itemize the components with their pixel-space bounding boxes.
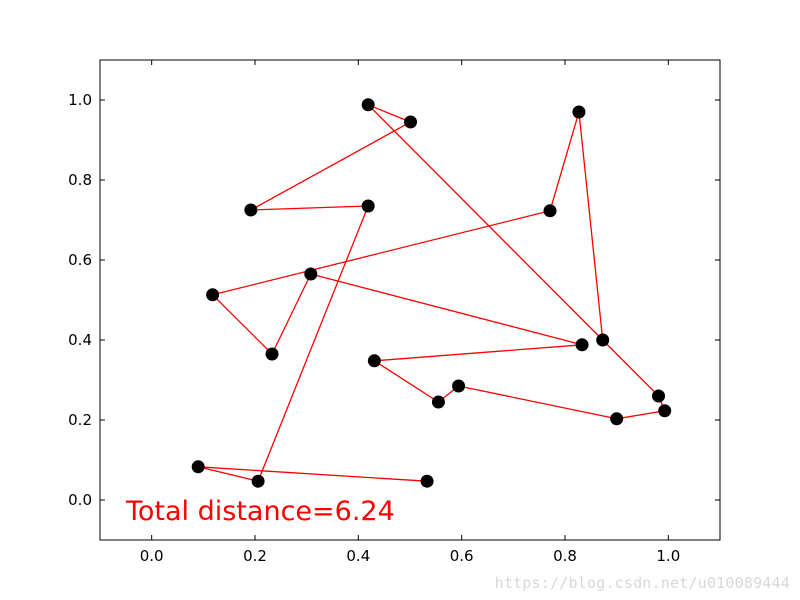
y-tick-label: 0.4 — [68, 331, 92, 349]
route-segment — [250, 121, 411, 211]
city-point — [191, 460, 205, 474]
route-segment — [212, 210, 551, 296]
route-segment — [458, 385, 617, 420]
plot-frame — [99, 59, 721, 541]
route-segment — [250, 205, 369, 211]
route-segment — [602, 339, 659, 397]
axis-ticks: 0.0 0.2 0.4 0.6 0.8 1.0 0.0 0.2 0.4 0.6 0.8 1.0 — [68, 60, 720, 565]
y-tick-label: 1.0 — [68, 91, 92, 109]
city-point — [452, 379, 466, 393]
y-tick-label: 0.8 — [68, 171, 92, 189]
city-point — [420, 474, 434, 488]
city-point — [575, 338, 589, 352]
route-segment — [373, 360, 439, 403]
city-point — [206, 288, 220, 302]
route-segment — [616, 410, 665, 420]
x-tick-label: 0.4 — [346, 547, 370, 565]
route-lines — [198, 104, 666, 482]
city-point — [244, 203, 258, 217]
y-tick-label: 0.2 — [68, 411, 92, 429]
city-point — [431, 395, 445, 409]
city-point — [543, 204, 557, 218]
city-point — [251, 474, 265, 488]
x-tick-label: 1.0 — [656, 547, 680, 565]
x-tick-label: 0.8 — [553, 547, 577, 565]
route-segment — [271, 273, 312, 355]
y-tick-label: 0.6 — [68, 251, 92, 269]
city-point — [658, 404, 672, 418]
route-segment — [257, 205, 369, 482]
route-segment — [212, 294, 273, 355]
route-segment — [367, 104, 411, 123]
x-tick-label: 0.0 — [140, 547, 164, 565]
city-point — [367, 354, 381, 368]
city-points — [191, 98, 672, 488]
city-point — [265, 347, 279, 361]
route-segment — [578, 111, 604, 341]
route-segment — [374, 344, 583, 362]
city-point — [404, 115, 418, 129]
city-point — [361, 98, 375, 112]
city-point — [361, 199, 375, 213]
y-tick-label: 0.0 — [68, 491, 92, 509]
city-point — [610, 412, 624, 426]
route-segment — [198, 466, 428, 482]
total-distance-annotation: Total distance=6.24 — [125, 496, 395, 527]
city-point — [572, 105, 586, 119]
city-point — [596, 333, 610, 347]
route-segment — [549, 111, 580, 211]
city-point — [652, 389, 666, 403]
city-point — [304, 267, 318, 281]
x-tick-label: 0.6 — [450, 547, 474, 565]
watermark: https://blog.csdn.net/u010089444 — [494, 574, 790, 592]
route-segment — [367, 104, 604, 341]
route-segment — [198, 466, 259, 482]
route-segment — [310, 273, 583, 346]
x-tick-label: 0.2 — [243, 547, 267, 565]
